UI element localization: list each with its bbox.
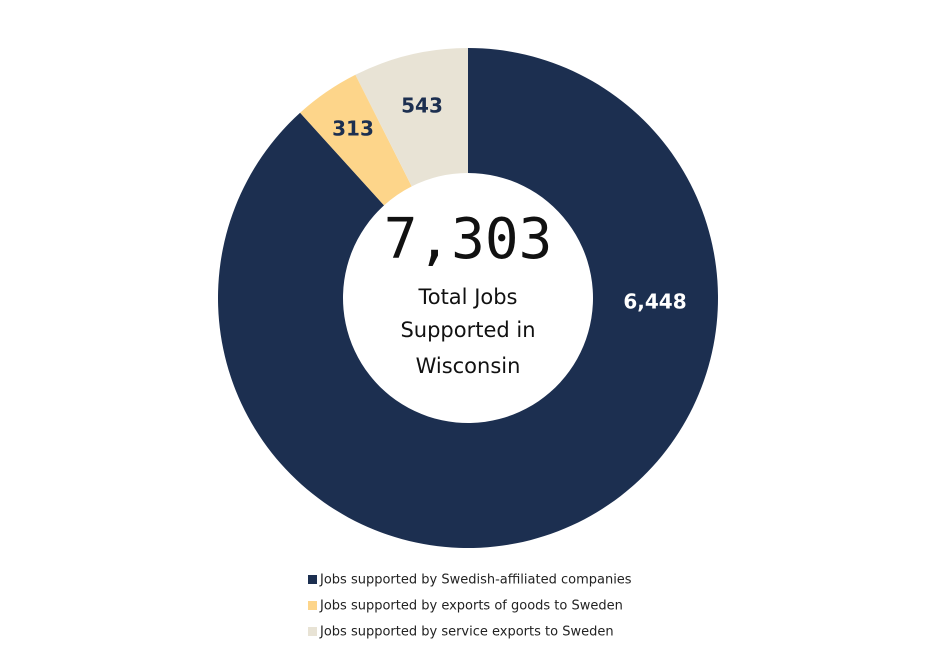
legend-label: Jobs supported by Swedish-affiliated com… — [319, 573, 632, 588]
slice — [355, 48, 468, 187]
center-text: Wisconsin — [416, 354, 521, 378]
slice — [300, 74, 412, 206]
center-text: Total Jobs — [417, 285, 517, 309]
value-label: 543 — [401, 94, 443, 118]
value-label: 6,448 — [623, 290, 686, 314]
legend-label: Jobs supported by exports of goods to Sw… — [319, 599, 623, 614]
slice — [218, 48, 719, 548]
legend-swatch — [308, 575, 317, 584]
legend-swatch — [308, 601, 317, 610]
legend-swatch — [308, 627, 317, 636]
center-total: 7,303 — [384, 207, 553, 272]
value-label: 313 — [332, 117, 374, 141]
center-text: Supported in — [400, 318, 535, 342]
slices — [218, 48, 719, 548]
legend-label: Jobs supported by service exports to Swe… — [319, 625, 614, 640]
